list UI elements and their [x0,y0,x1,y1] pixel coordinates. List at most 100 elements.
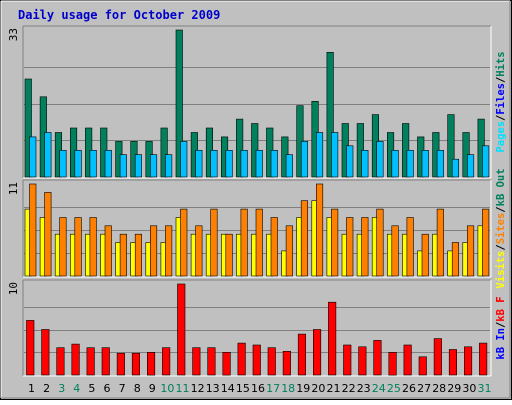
bar-files-10 [165,154,173,178]
legend-item: kB In [495,328,507,360]
x-tick-10: 10 [160,382,174,395]
bar-sites-27 [421,233,429,277]
bar-kb-f-27 [418,356,427,376]
bar-files-21 [331,132,339,178]
bar-files-11 [180,141,188,178]
x-tick-3: 3 [58,382,65,395]
bar-files-7 [119,154,127,178]
bar-sites-26 [406,217,414,277]
legend-item: Visits [495,251,507,289]
x-tick-12: 12 [191,382,205,395]
bar-files-27 [421,150,429,178]
bar-kb-f-19 [297,333,307,376]
bar-sites-5 [89,217,97,277]
legend-kbytes: kB In/kB F [495,296,507,359]
x-tick-17: 17 [266,382,280,395]
bar-sites-12 [195,225,203,277]
bar-files-15 [240,150,248,178]
bar-kb-f-16 [252,344,261,376]
x-tick-9: 9 [149,382,156,395]
bar-files-18 [285,154,293,178]
bar-kb-f-23 [358,346,367,376]
x-tick-25: 25 [387,382,401,395]
bar-sites-21 [331,208,339,277]
bar-kb-f-6 [101,347,110,376]
bar-files-22 [346,145,354,178]
bar-sites-20 [315,183,324,277]
legend-visits-sites: Visits/Sites/kB Out [495,168,507,288]
legend-item: / [495,115,507,121]
bar-kb-f-11 [177,283,186,376]
x-tick-6: 6 [104,382,111,395]
bar-kb-f-12 [192,347,201,376]
bar-sites-14 [225,233,233,277]
legend-item: Hits [495,51,507,76]
bar-sites-9 [150,225,158,277]
x-tick-18: 18 [281,382,295,395]
bar-files-31 [482,145,490,178]
bar-files-4 [74,150,82,178]
bar-hits-11 [175,29,183,178]
bar-files-24 [376,141,384,178]
bar-sites-18 [285,225,293,277]
bar-files-16 [255,150,263,178]
bar-kb-f-18 [282,350,291,376]
legend-item: / [495,244,507,250]
x-tick-7: 7 [119,382,126,395]
bar-files-5 [89,150,97,178]
bar-files-29 [451,158,460,178]
bar-sites-23 [361,217,369,277]
bar-sites-2 [44,192,52,277]
bar-files-12 [195,150,203,178]
bar-sites-28 [436,208,444,277]
bar-kb-f-26 [403,344,412,376]
bar-sites-24 [376,208,384,277]
bar-files-17 [270,150,278,178]
bar-kb-f-3 [56,347,65,376]
x-tick-14: 14 [221,382,235,395]
bar-kb-f-8 [131,352,140,376]
bar-kb-f-10 [162,347,171,376]
bar-kb-f-24 [373,340,382,376]
legend-item: Pages [495,121,507,153]
x-tick-11: 11 [176,382,190,395]
x-tick-4: 4 [73,382,80,395]
bars-visits-sites [24,183,490,277]
x-tick-16: 16 [251,382,265,395]
bar-sites-7 [119,233,127,277]
bar-sites-25 [391,225,399,277]
y-max-label: 10 [7,282,20,295]
bar-kb-f-17 [267,347,276,376]
bar-sites-10 [165,225,173,277]
legend-item: / [495,77,507,83]
x-tick-13: 13 [206,382,220,395]
chart-title: Daily usage for October 2009 [18,8,220,22]
bar-kb-f-20 [312,329,322,376]
bar-kb-f-29 [448,349,458,376]
x-tick-31: 31 [478,382,492,395]
bar-sites-3 [59,217,67,277]
bar-kb-f-30 [463,346,473,376]
x-tick-8: 8 [134,382,141,395]
bar-hits-21 [326,51,334,178]
y-max-label: 33 [7,28,20,41]
bar-files-23 [361,150,369,178]
x-tick-21: 21 [327,382,341,395]
bar-files-14 [225,150,233,178]
x-tick-29: 29 [447,382,461,395]
x-tick-26: 26 [402,382,416,395]
bar-sites-31 [482,208,490,277]
bar-kb-f-7 [116,352,125,376]
bar-files-3 [59,150,67,178]
bar-sites-4 [74,217,82,277]
bar-files-9 [150,154,158,178]
bar-sites-1 [29,183,37,277]
bar-sites-13 [210,208,218,277]
bar-files-25 [391,150,399,178]
bar-files-26 [406,150,414,178]
bars-hits-files-pages [24,29,490,178]
